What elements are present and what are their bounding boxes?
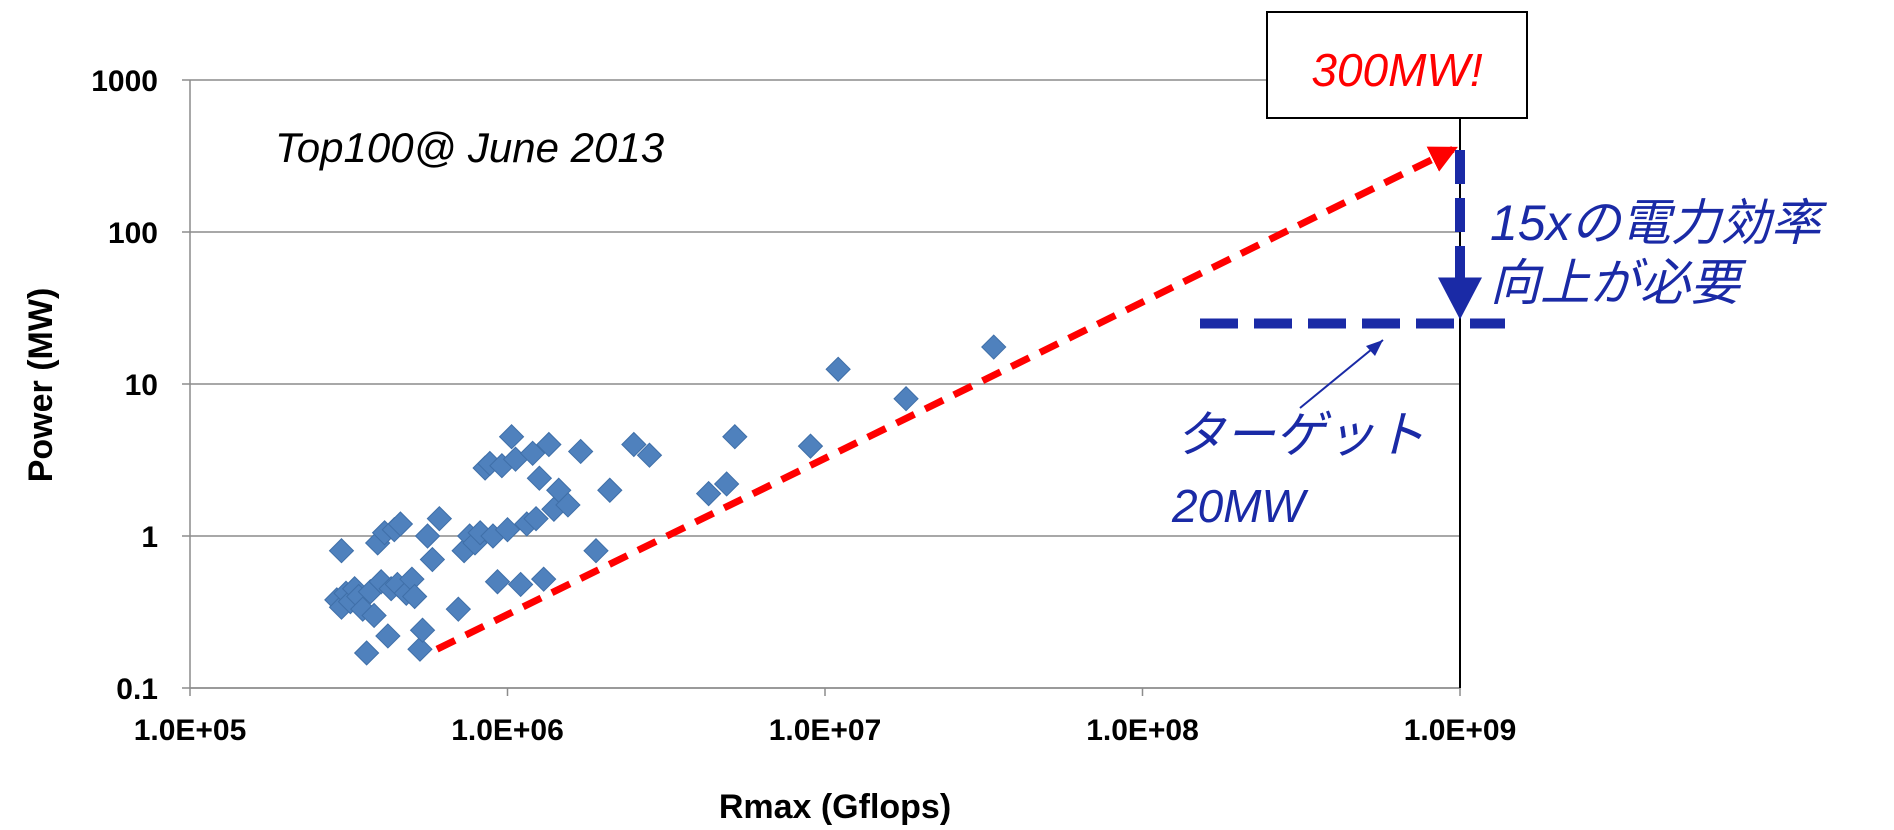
x-tick-label: 1.0E+05 <box>134 714 247 747</box>
data-point <box>387 511 414 537</box>
axes: 0.1 1 10 100 1000 1.0E+05 1.0E+06 1.0E+07 1.0E+0… <box>91 65 1516 747</box>
data-point <box>484 569 511 595</box>
data-point <box>797 433 824 459</box>
data-point <box>498 424 525 450</box>
data-point <box>361 602 387 629</box>
data-point <box>414 523 441 549</box>
data-point <box>350 596 376 622</box>
data-point <box>401 583 428 610</box>
data-point <box>494 517 521 543</box>
power-300-label: 300MW! <box>1311 44 1482 96</box>
data-point <box>507 571 534 598</box>
data-point <box>353 640 380 666</box>
data-point <box>409 617 436 643</box>
data-point <box>695 480 722 507</box>
trend-arrow <box>435 146 1458 653</box>
top100-label: Top100@ June 2013 <box>275 124 664 171</box>
data-point <box>597 477 623 503</box>
efficiency-label-line2: 向上が必要 <box>1490 255 1747 311</box>
data-point <box>445 596 472 622</box>
data-point <box>567 438 594 465</box>
x-tick-label: 1.0E+06 <box>451 714 564 747</box>
data-points <box>324 334 1007 666</box>
efficiency-label-line1: 15xの電力効率 <box>1490 195 1828 251</box>
power-300-box <box>1266 11 1528 119</box>
y-tick-label: 10 <box>125 369 158 402</box>
data-point <box>621 431 647 458</box>
x-tick-label: 1.0E+08 <box>1086 714 1199 747</box>
data-point <box>526 465 553 491</box>
target-label: ターゲット <box>1175 407 1425 463</box>
y-tick-label: 0.1 <box>116 673 158 706</box>
data-point <box>722 424 748 450</box>
data-point <box>583 538 609 564</box>
y-tick-label: 100 <box>108 217 158 250</box>
data-point <box>636 442 663 468</box>
data-point <box>519 440 546 467</box>
data-point <box>426 505 453 532</box>
data-point <box>536 431 562 458</box>
target-value-label: 20MW <box>1171 480 1309 532</box>
data-point <box>419 546 446 573</box>
data-point <box>555 492 581 518</box>
efficiency-arrow-head <box>1438 277 1482 320</box>
data-point <box>328 538 355 564</box>
target-pointer-head <box>1366 340 1383 356</box>
y-tick-label: 1 <box>141 521 158 554</box>
grid-lines <box>190 79 1460 689</box>
y-axis-title: Power (MW) <box>22 288 60 483</box>
data-point <box>825 356 851 382</box>
data-point <box>407 636 433 662</box>
annotation-overlays <box>435 118 1505 688</box>
y-tick-label: 1000 <box>91 65 158 98</box>
data-point <box>530 566 557 592</box>
x-axis-title: Rmax (Gflops) <box>719 788 951 826</box>
data-point <box>375 623 401 649</box>
x-tick-label: 1.0E+07 <box>769 714 882 747</box>
data-point <box>523 505 549 532</box>
data-point <box>893 386 919 412</box>
data-point <box>368 569 394 595</box>
target-pointer-line <box>1299 339 1384 409</box>
data-point <box>713 471 740 497</box>
data-point <box>981 334 1007 360</box>
x-tick-label: 1.0E+09 <box>1404 714 1517 747</box>
